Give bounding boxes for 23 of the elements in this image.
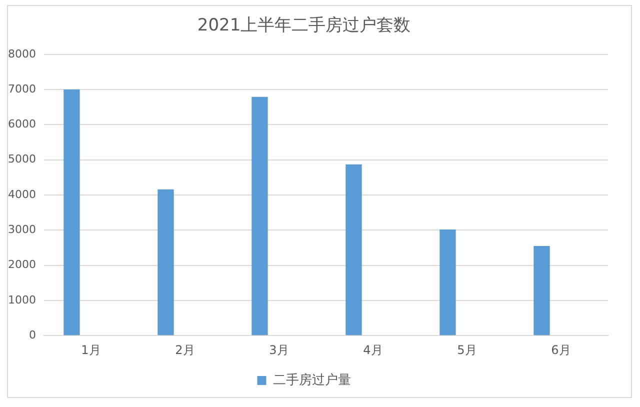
y-tick-label: 4000 [8, 188, 36, 201]
x-tick-label: 2月 [175, 342, 195, 357]
x-tick-label: 6月 [551, 342, 571, 357]
bar [64, 90, 80, 336]
y-tick-label: 8000 [8, 47, 36, 60]
y-tick-label: 1000 [8, 293, 36, 306]
x-tick-label: 1月 [81, 342, 101, 357]
legend-label: 二手房过户量 [272, 372, 351, 388]
chart-title: 2021上半年二手房过户套数 [197, 16, 411, 36]
bar [534, 246, 550, 336]
y-tick-label: 6000 [8, 118, 36, 131]
x-tick-label: 3月 [269, 342, 289, 357]
bar [440, 229, 456, 336]
y-tick-label: 2000 [8, 258, 36, 272]
bar [158, 189, 174, 336]
y-tick-label: 7000 [8, 82, 36, 96]
bar [252, 96, 268, 336]
y-tick-label: 5000 [8, 152, 36, 166]
x-tick-label: 4月 [363, 342, 383, 357]
bar [346, 164, 362, 336]
y-tick-label: 0 [28, 328, 36, 342]
x-tick-label: 5月 [457, 342, 477, 357]
y-tick-label: 3000 [8, 223, 36, 236]
